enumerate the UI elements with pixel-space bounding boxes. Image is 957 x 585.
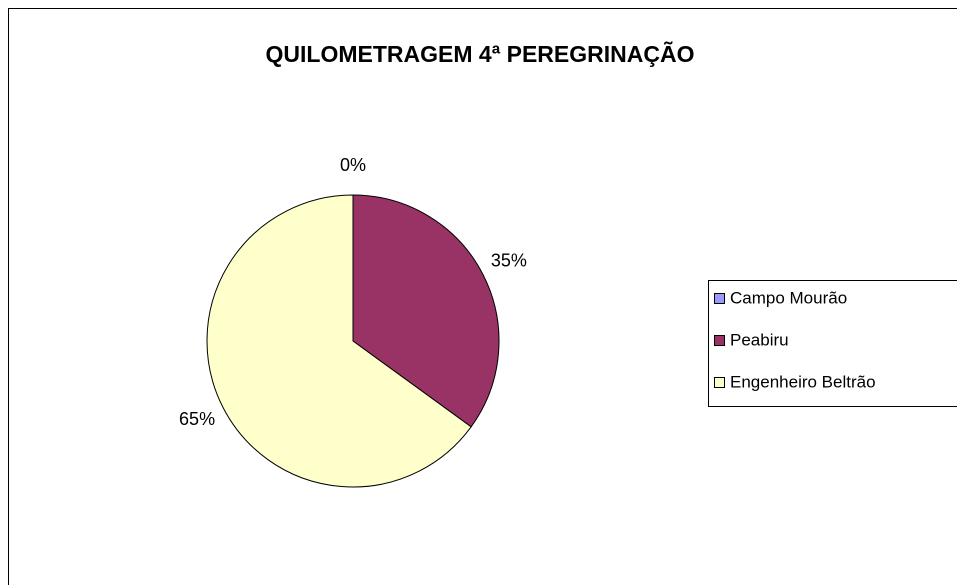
legend-box: [708, 280, 957, 407]
pie-slice: [352, 194, 500, 428]
legend-label: Engenheiro Beltrão: [730, 372, 876, 391]
data-label: 0%: [340, 155, 366, 175]
legend-label: Campo Mourão: [730, 288, 847, 307]
data-label: 35%: [491, 250, 527, 270]
pie-slice: [206, 194, 472, 488]
chart-title: QUILOMETRAGEM 4ª PEREGRINAÇÃO: [266, 40, 695, 67]
legend-swatch: [714, 335, 725, 346]
legend-swatch: [714, 293, 725, 304]
legend-swatch: [714, 377, 725, 388]
legend-label: Peabiru: [730, 330, 789, 349]
data-label: 65%: [179, 409, 215, 429]
